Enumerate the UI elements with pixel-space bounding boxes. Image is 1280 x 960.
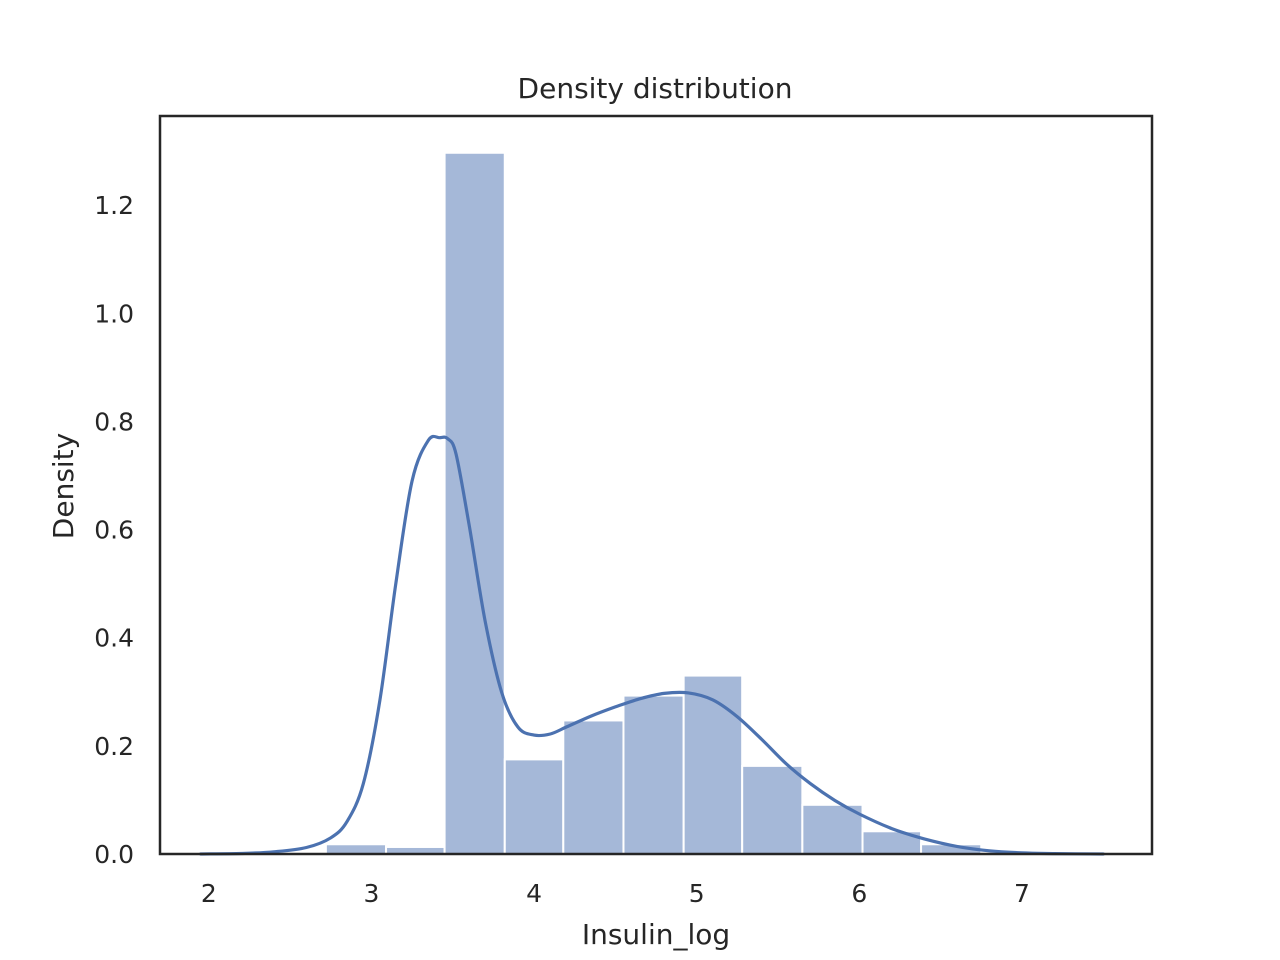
x-tick-label: 6 (851, 879, 867, 908)
y-axis-ticks: 0.0 0.2 0.4 0.6 0.8 1.0 1.2 (94, 191, 134, 869)
histogram-bar (682, 674, 744, 855)
y-tick-label: 0.0 (94, 840, 134, 869)
histogram-bar (622, 694, 685, 855)
histogram-bar (741, 764, 804, 855)
histogram-bar (562, 719, 625, 856)
x-axis-label: Insulin_log (582, 918, 730, 951)
y-tick-label: 0.4 (94, 624, 134, 653)
x-tick-label: 4 (526, 879, 542, 908)
x-tick-label: 3 (363, 879, 379, 908)
y-tick-label: 0.8 (94, 407, 134, 436)
histogram-bar (324, 843, 388, 855)
x-tick-label: 5 (689, 879, 705, 908)
kde-curve (199, 434, 1105, 856)
y-tick-label: 0.6 (94, 516, 134, 545)
histogram-bars (324, 151, 983, 856)
y-tick-label: 1.0 (94, 299, 134, 328)
x-axis-ticks: 2 3 4 5 6 7 (201, 879, 1030, 908)
y-axis-label: Density (47, 433, 80, 539)
histogram-bar (503, 758, 565, 856)
axes-frame (158, 114, 1154, 856)
x-tick-label: 7 (1014, 879, 1030, 908)
histogram-bar (443, 151, 506, 855)
y-tick-label: 0.2 (94, 732, 134, 761)
y-tick-label: 1.2 (94, 191, 134, 220)
chart-title: Density distribution (518, 72, 793, 105)
x-tick-label: 2 (201, 879, 217, 908)
